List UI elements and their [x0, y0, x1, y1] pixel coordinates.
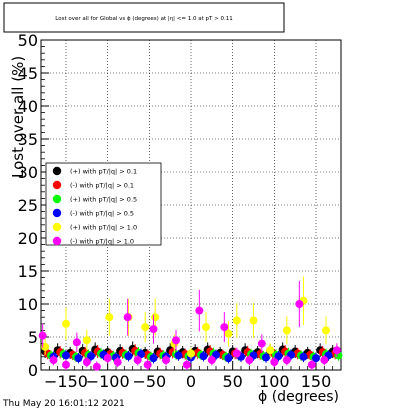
- data-point: [82, 336, 91, 345]
- y-tick-label: 40: [18, 97, 38, 116]
- data-point: [232, 349, 241, 358]
- legend-marker: [52, 208, 62, 218]
- data-point: [332, 346, 341, 355]
- y-tick-label: 35: [18, 130, 38, 149]
- chart-title: Lost over all for Global vs ϕ (degrees) …: [55, 16, 232, 22]
- y-tick-label: 15: [18, 262, 38, 281]
- y-tick-label: 10: [18, 295, 38, 314]
- data-point: [312, 354, 320, 363]
- data-point: [282, 326, 291, 335]
- legend-label: (-) with pT/|q| > 0.5: [70, 210, 134, 218]
- legend-marker: [52, 180, 62, 190]
- data-point: [149, 325, 158, 334]
- y-tick-label: 50: [18, 31, 38, 50]
- data-point: [187, 349, 195, 358]
- data-point: [262, 353, 270, 362]
- data-point: [322, 326, 330, 335]
- x-tick-label: 50: [222, 372, 242, 391]
- data-point: [232, 316, 241, 325]
- data-point: [245, 356, 254, 365]
- data-point: [62, 360, 70, 369]
- data-point: [195, 306, 204, 315]
- legend-box: [45, 162, 162, 246]
- data-point: [62, 351, 70, 360]
- y-tick-label: 45: [18, 64, 38, 83]
- data-point: [141, 323, 150, 332]
- data-point: [113, 358, 122, 367]
- data-point: [49, 356, 58, 365]
- y-tick-label: 20: [18, 229, 38, 248]
- x-tick-label: −150: [44, 372, 88, 391]
- data-point: [320, 356, 329, 365]
- data-point: [105, 313, 114, 322]
- legend-label: (+) with pT/|q| > 0.5: [70, 196, 137, 204]
- data-point: [182, 360, 191, 369]
- data-point: [82, 358, 91, 367]
- data-point: [282, 356, 291, 365]
- x-tick-label: 100: [259, 372, 290, 391]
- data-point: [62, 319, 70, 328]
- data-point: [137, 350, 145, 359]
- data-point: [143, 360, 152, 369]
- legend: (+) with pT/|q| > 0.1 (-) with pT/|q| > 0…: [45, 162, 162, 246]
- data-point: [270, 358, 279, 367]
- legend-label: (-) with pT/|q| > 0.1: [70, 182, 134, 190]
- x-tick-label: 0: [186, 372, 196, 391]
- data-point: [149, 354, 158, 363]
- data-point: [202, 323, 210, 332]
- y-tick-label: 30: [18, 163, 38, 182]
- data-point: [207, 356, 216, 365]
- data-point: [103, 354, 112, 363]
- data-point: [162, 356, 170, 365]
- data-point: [151, 313, 160, 322]
- y-tick-label: 5: [28, 328, 38, 347]
- data-point: [307, 360, 316, 369]
- title-box: [3, 2, 285, 33]
- y-tick-label: 0: [28, 361, 38, 380]
- data-point: [123, 313, 132, 322]
- data-point: [172, 336, 180, 345]
- data-point: [38, 331, 47, 340]
- data-point: [295, 300, 304, 308]
- data-point: [257, 339, 266, 348]
- legend-marker: [52, 222, 62, 232]
- x-tick-label: −100: [86, 372, 130, 391]
- y-tick-label: 25: [18, 196, 38, 215]
- data-point: [92, 362, 101, 371]
- legend-label: (-) with pT/|q| > 1.0: [70, 238, 134, 246]
- data-point: [174, 351, 183, 360]
- axes: 0 5 10 15 20 25 30 35 40 45 50 −150−100 −50 0 50 100 150: [18, 31, 334, 391]
- legend-marker: [52, 166, 62, 176]
- legend-marker: [52, 194, 62, 204]
- data-point: [224, 329, 233, 338]
- data-point: [133, 356, 142, 365]
- x-tick-label: −50: [132, 372, 166, 391]
- data-point: [249, 316, 258, 325]
- legend-label: (+) with pT/|q| > 1.0: [70, 224, 137, 232]
- legend-label: (+) with pT/|q| > 0.1: [70, 168, 137, 176]
- data-point: [199, 352, 208, 361]
- data-point: [266, 346, 275, 355]
- legend-marker: [52, 236, 62, 246]
- data-point: [299, 352, 308, 361]
- data-point: [72, 338, 81, 347]
- x-axis-label: ϕ (degrees): [258, 389, 339, 405]
- x-tick-label: 150: [301, 372, 332, 391]
- data-point: [124, 352, 133, 361]
- data-points: [38, 276, 343, 371]
- y-axis-label: Lost over all (%): [9, 56, 27, 178]
- data-point: [220, 323, 229, 332]
- data-point: [74, 354, 83, 363]
- data-point: [274, 352, 283, 361]
- data-point: [87, 352, 95, 361]
- timestamp: Thu May 20 16:01:12 2021: [2, 399, 125, 409]
- data-point: [224, 354, 233, 363]
